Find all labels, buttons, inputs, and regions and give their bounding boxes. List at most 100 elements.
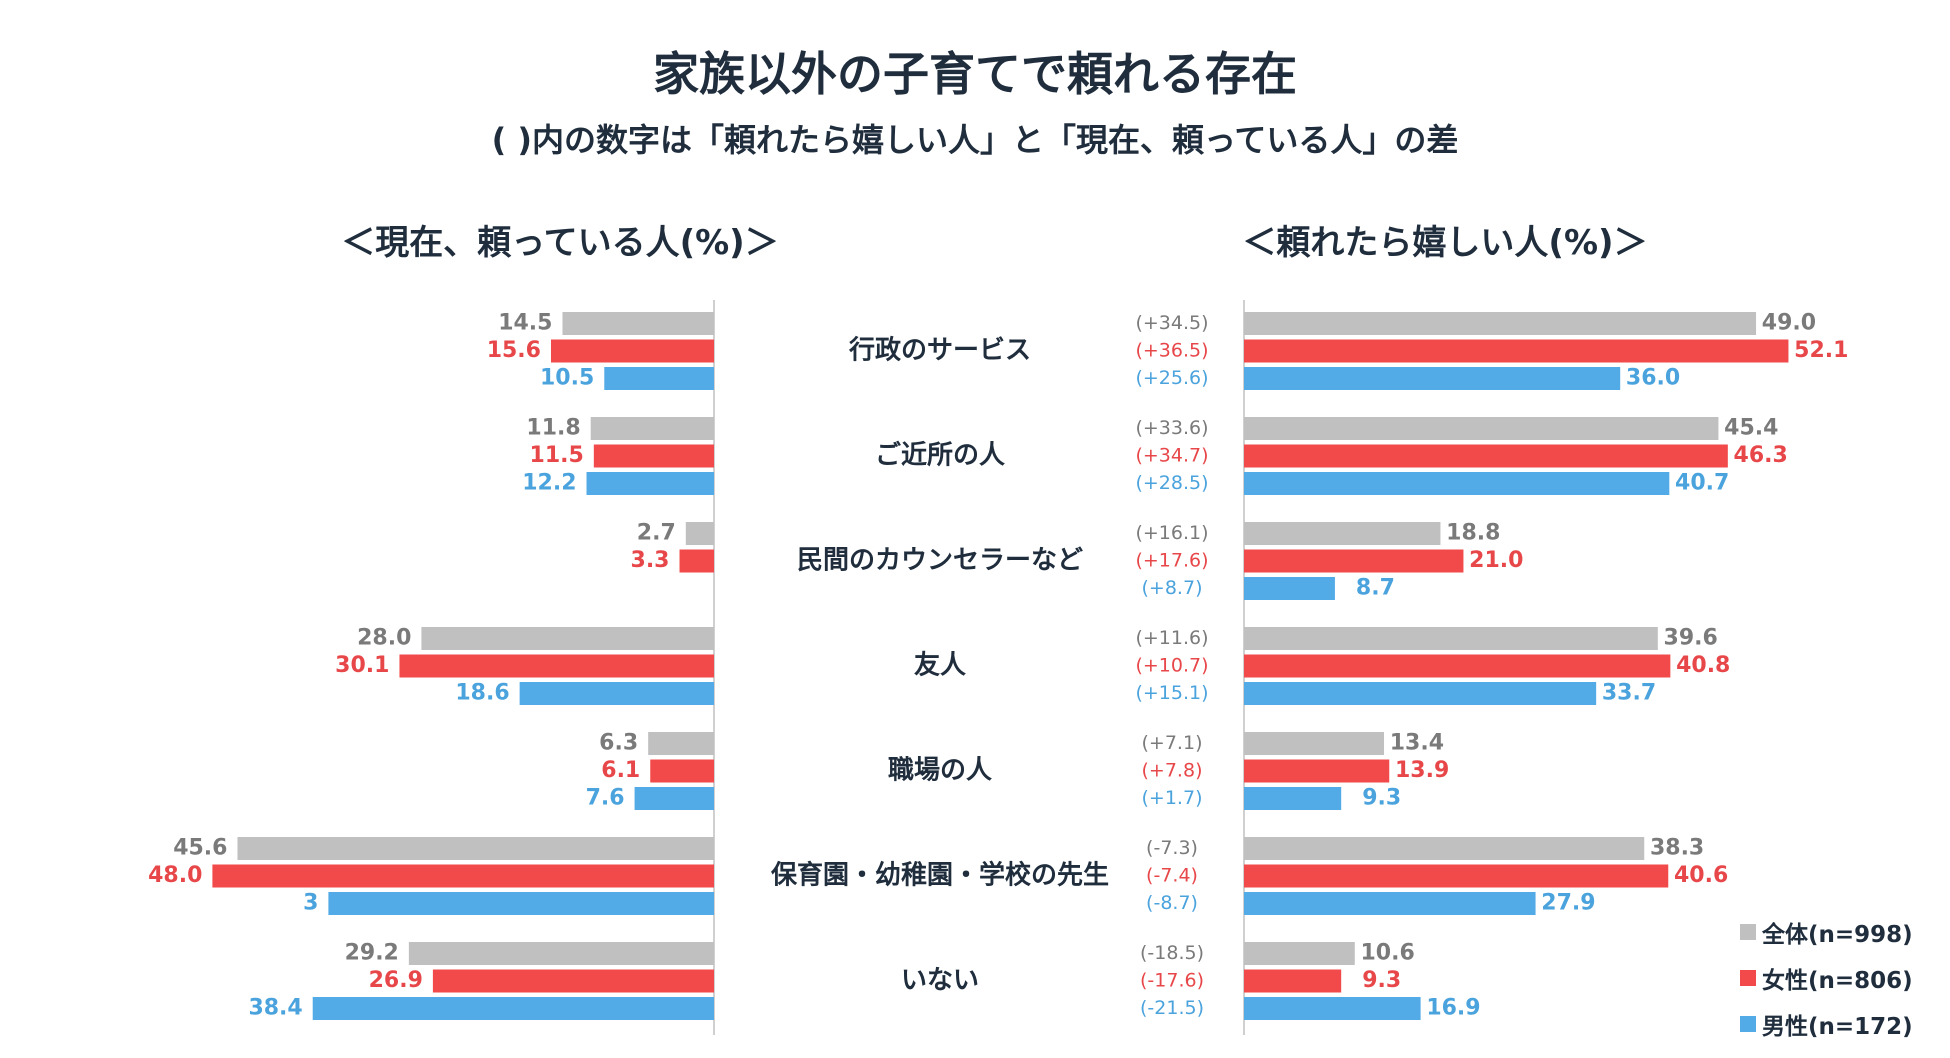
legend-label-female: 女性(n=806) — [1762, 968, 1913, 994]
right-panel-title: ＜頼れたら嬉しい人(%)＞ — [1242, 223, 1648, 263]
difference-label-female: (+34.7) — [1135, 445, 1208, 467]
difference-label-all: (+34.5) — [1135, 312, 1208, 334]
bar-left-female — [679, 549, 714, 573]
difference-label-all: (+16.1) — [1135, 522, 1208, 544]
difference-label-male: (+25.6) — [1135, 367, 1208, 389]
bar-right-male — [1244, 472, 1670, 495]
legend-label-all: 全体(n=998) — [1762, 922, 1913, 948]
data-label-right-male: 36.0 — [1626, 366, 1680, 391]
data-label-left-female: 30.1 — [335, 653, 389, 678]
category-label: 友人 — [914, 651, 966, 681]
data-label-right-all: 10.6 — [1360, 941, 1414, 966]
bar-right-male — [1244, 682, 1597, 705]
bar-right-female — [1244, 549, 1464, 573]
bar-left-all — [237, 837, 715, 860]
chart-title: 家族以外の子育てで頼れる存在 — [653, 47, 1297, 101]
bar-left-all — [562, 312, 714, 335]
data-label-left-all: 6.3 — [599, 731, 638, 756]
data-label-right-female: 46.3 — [1734, 443, 1788, 468]
data-label-right-male: 27.9 — [1541, 891, 1595, 916]
data-label-right-all: 18.8 — [1446, 521, 1500, 546]
bar-right-male — [1244, 367, 1621, 390]
data-label-left-all: 29.2 — [345, 941, 399, 966]
difference-label-female: (+17.6) — [1135, 550, 1208, 572]
bar-left-male — [519, 682, 714, 705]
bar-right-male — [1244, 577, 1335, 600]
bar-right-all — [1244, 312, 1757, 335]
data-label-left-female: 6.1 — [601, 758, 640, 783]
difference-label-all: (+11.6) — [1135, 627, 1208, 649]
bar-left-all — [590, 417, 714, 440]
bar-right-all — [1244, 942, 1355, 965]
difference-label-female: (+7.8) — [1142, 760, 1203, 782]
bar-right-all — [1244, 837, 1645, 860]
difference-label-all: (-7.3) — [1146, 837, 1198, 859]
chart-subtitle: ( )内の数字は「頼れたら嬉しい人」と「現在、頼っている人」の差 — [491, 121, 1459, 159]
data-label-right-male: 16.9 — [1426, 996, 1480, 1021]
bar-right-female — [1244, 444, 1728, 468]
bar-left-female — [432, 969, 714, 993]
bar-left-male — [328, 892, 714, 915]
difference-label-male: (-21.5) — [1140, 997, 1204, 1019]
data-label-right-female: 52.1 — [1794, 338, 1848, 363]
bar-right-all — [1244, 417, 1719, 440]
legend-swatch-male — [1740, 1016, 1756, 1032]
data-label-left-male: 10.5 — [540, 366, 594, 391]
bar-left-all — [408, 942, 714, 965]
left-panel-title: ＜現在、頼っている人(%)＞ — [341, 223, 779, 263]
data-label-right-male: 40.7 — [1675, 471, 1729, 496]
data-label-right-female: 21.0 — [1469, 548, 1523, 573]
data-label-left-all: 14.5 — [498, 311, 552, 336]
category-label: いない — [901, 966, 979, 996]
data-label-right-all: 38.3 — [1650, 836, 1704, 861]
bar-right-all — [1244, 522, 1441, 545]
bar-right-male — [1244, 892, 1536, 915]
difference-label-male: (+28.5) — [1135, 472, 1208, 494]
data-label-right-male: 9.3 — [1362, 786, 1401, 811]
data-label-left-male: 12.2 — [522, 471, 576, 496]
bar-right-all — [1244, 732, 1385, 755]
data-label-left-male: 7.6 — [586, 786, 625, 811]
bar-right-female — [1244, 339, 1789, 363]
legend-item-all: 全体(n=998) — [1740, 915, 1913, 949]
data-label-right-female: 9.3 — [1362, 968, 1401, 993]
legend-swatch-all — [1740, 924, 1756, 940]
legend-item-male: 男性(n=172) — [1740, 1007, 1913, 1041]
data-label-left-female: 3.3 — [631, 548, 670, 573]
data-label-right-female: 40.6 — [1674, 863, 1728, 888]
data-label-left-all: 11.8 — [526, 416, 580, 441]
bar-right-female — [1244, 654, 1671, 678]
difference-label-female: (+36.5) — [1135, 340, 1208, 362]
difference-label-female: (-17.6) — [1140, 970, 1204, 992]
bar-right-male — [1244, 997, 1421, 1020]
data-label-right-all: 39.6 — [1664, 626, 1718, 651]
bar-right-all — [1244, 627, 1658, 650]
data-label-right-male: 33.7 — [1602, 681, 1656, 706]
bar-left-female — [593, 444, 714, 468]
difference-label-all: (+7.1) — [1142, 732, 1203, 754]
data-label-right-all: 13.4 — [1390, 731, 1444, 756]
legend-swatch-female — [1740, 970, 1756, 986]
difference-label-male: (-8.7) — [1146, 892, 1198, 914]
bar-left-female — [650, 759, 714, 783]
bar-right-male — [1244, 787, 1342, 810]
data-label-left-all: 45.6 — [173, 836, 227, 861]
bar-left-male — [312, 997, 714, 1020]
bar-left-female — [550, 339, 714, 363]
data-label-left-all: 2.7 — [637, 521, 676, 546]
difference-label-male: (+1.7) — [1142, 787, 1203, 809]
bar-left-all — [685, 522, 714, 545]
bar-left-male — [634, 787, 714, 810]
category-label: 民間のカウンセラーなど — [797, 546, 1083, 576]
data-label-right-all: 49.0 — [1762, 311, 1816, 336]
bar-left-all — [421, 627, 714, 650]
category-label: 行政のサービス — [848, 335, 1031, 366]
data-label-left-male: 38.4 — [248, 996, 302, 1021]
category-label: 職場の人 — [888, 756, 992, 786]
legend-item-female: 女性(n=806) — [1740, 961, 1913, 995]
data-label-left-female: 48.0 — [148, 863, 202, 888]
bar-right-female — [1244, 969, 1342, 993]
data-label-left-female: 15.6 — [487, 338, 541, 363]
difference-label-female: (-7.4) — [1146, 865, 1198, 887]
